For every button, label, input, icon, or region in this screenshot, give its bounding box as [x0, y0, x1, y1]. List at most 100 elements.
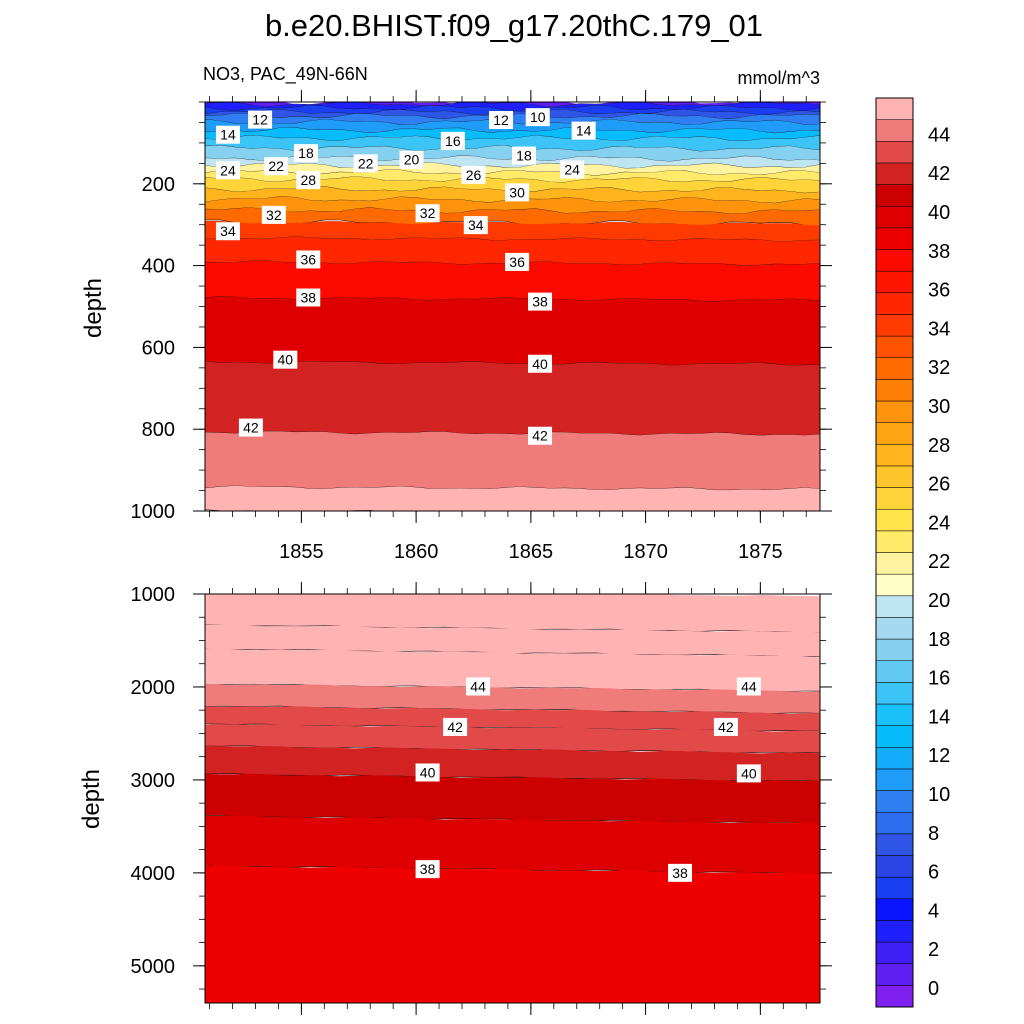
contour-band [205, 431, 820, 491]
contour-label-box [293, 144, 318, 163]
colorbar-swatch [875, 227, 914, 250]
colorbar-tick-label: 14 [928, 706, 950, 728]
colorbar-swatch [875, 270, 914, 294]
colorbar-swatch [875, 876, 914, 900]
contour-label-box [528, 354, 553, 373]
colorbar-tick-label: 24 [928, 512, 950, 534]
y-tick-label: 200 [142, 174, 175, 196]
colorbar-swatch [875, 508, 914, 532]
contour-band [205, 236, 820, 266]
y-tick-label: 1000 [131, 501, 176, 523]
contour-label-box [264, 157, 289, 176]
colorbar-swatch [875, 573, 914, 597]
contour-label: 22 [268, 158, 284, 174]
contour-label-box [571, 121, 596, 140]
colorbar-swatch [875, 985, 914, 1008]
colorbar-swatch [875, 530, 914, 553]
contour-label: 16 [445, 133, 461, 149]
contour-band [205, 105, 820, 115]
contour-label-box [736, 764, 761, 783]
contour-label: 24 [564, 161, 580, 177]
contour-label: 14 [220, 127, 236, 143]
colorbar-swatch [875, 119, 914, 142]
colorbar-swatch [875, 141, 914, 164]
colorbar: 0246810121416182022242628303234363840424… [875, 97, 950, 1008]
contour-label: 40 [278, 352, 294, 368]
colorbar-swatch [875, 682, 914, 705]
contour-label-box [505, 183, 530, 202]
contour-label: 18 [516, 148, 532, 164]
colorbar-tick-label: 22 [928, 551, 950, 573]
colorbar-tick-label: 0 [928, 978, 939, 1000]
colorbar-tick-label: 4 [928, 900, 939, 922]
contour-label: 24 [220, 162, 236, 178]
contour-label: 10 [530, 109, 546, 125]
plot-frame [204, 593, 821, 1004]
colorbar-tick-label: 26 [928, 474, 950, 496]
y-tick-label: 400 [142, 256, 175, 278]
contour-label-box [215, 222, 240, 241]
y-tick-label: 5000 [131, 956, 176, 978]
y-tick-label: 3000 [131, 770, 176, 792]
colorbar-swatch [875, 747, 914, 770]
units-label: mmol/m^3 [738, 68, 820, 88]
colorbar-tick-label: 32 [928, 357, 950, 379]
colorbar-swatch [875, 292, 914, 315]
y-tick-label: 800 [142, 419, 175, 441]
contour-band [205, 773, 820, 825]
x-tick-label: 1870 [623, 541, 668, 563]
colorbar-swatch [875, 400, 914, 423]
colorbar-swatch [875, 660, 914, 683]
colorbar-swatch [875, 638, 914, 661]
colorbar-swatch [875, 811, 914, 835]
contour-label-box [399, 150, 424, 169]
colorbar-swatch [875, 617, 914, 640]
variable-label: NO3, PAC_49N-66N [203, 64, 368, 85]
contour-label-box [215, 125, 240, 144]
contour-band [205, 207, 820, 227]
contour-label-box [528, 292, 553, 311]
colorbar-swatch [875, 184, 914, 207]
contour-label: 38 [420, 861, 436, 877]
contour-label-box [261, 205, 286, 224]
contour-label: 34 [468, 217, 484, 233]
contour-label: 38 [300, 290, 316, 306]
colorbar-tick-label: 42 [928, 163, 950, 185]
contour-band [205, 594, 820, 633]
colorbar-swatch [875, 465, 914, 488]
contour-band [205, 220, 820, 242]
colorbar-swatch [875, 790, 914, 813]
contour-label: 40 [741, 765, 757, 781]
colorbar-tick-label: 18 [928, 629, 950, 651]
upper-panel: 200 400 600 800 1000 1855 1860 1865 1870 1875 12 14… [131, 90, 832, 563]
contour-label: 44 [741, 678, 757, 694]
colorbar-swatch [875, 379, 914, 402]
colorbar-swatch [875, 963, 914, 986]
contour-band [205, 296, 820, 366]
contour-label-box [489, 110, 514, 129]
contour-label-box [296, 288, 321, 307]
colorbar-swatch [875, 941, 914, 964]
contour-band [205, 724, 820, 754]
colorbar-swatch [875, 205, 914, 229]
contour-label-box [461, 165, 486, 184]
colorbar-tick-label: 10 [928, 784, 950, 806]
lower-y-axis-label: depth [78, 769, 105, 829]
contour-band [205, 485, 820, 511]
contour-label: 12 [493, 112, 509, 128]
contour-label-box [440, 131, 465, 150]
contour-band [205, 815, 820, 874]
colorbar-swatch [875, 768, 914, 791]
contour-label: 30 [509, 184, 525, 200]
contour-label: 32 [420, 205, 436, 221]
colorbar-tick-label: 28 [928, 435, 950, 457]
contour-label-box [505, 252, 530, 271]
contour-label: 34 [220, 223, 236, 239]
colorbar-swatch [875, 444, 914, 467]
contour-label-box [525, 108, 550, 127]
colorbar-swatch [875, 314, 914, 337]
contour-label: 40 [420, 764, 436, 780]
contour-label-box [736, 677, 761, 696]
colorbar-tick-label: 16 [928, 668, 950, 690]
contour-band [205, 169, 820, 183]
